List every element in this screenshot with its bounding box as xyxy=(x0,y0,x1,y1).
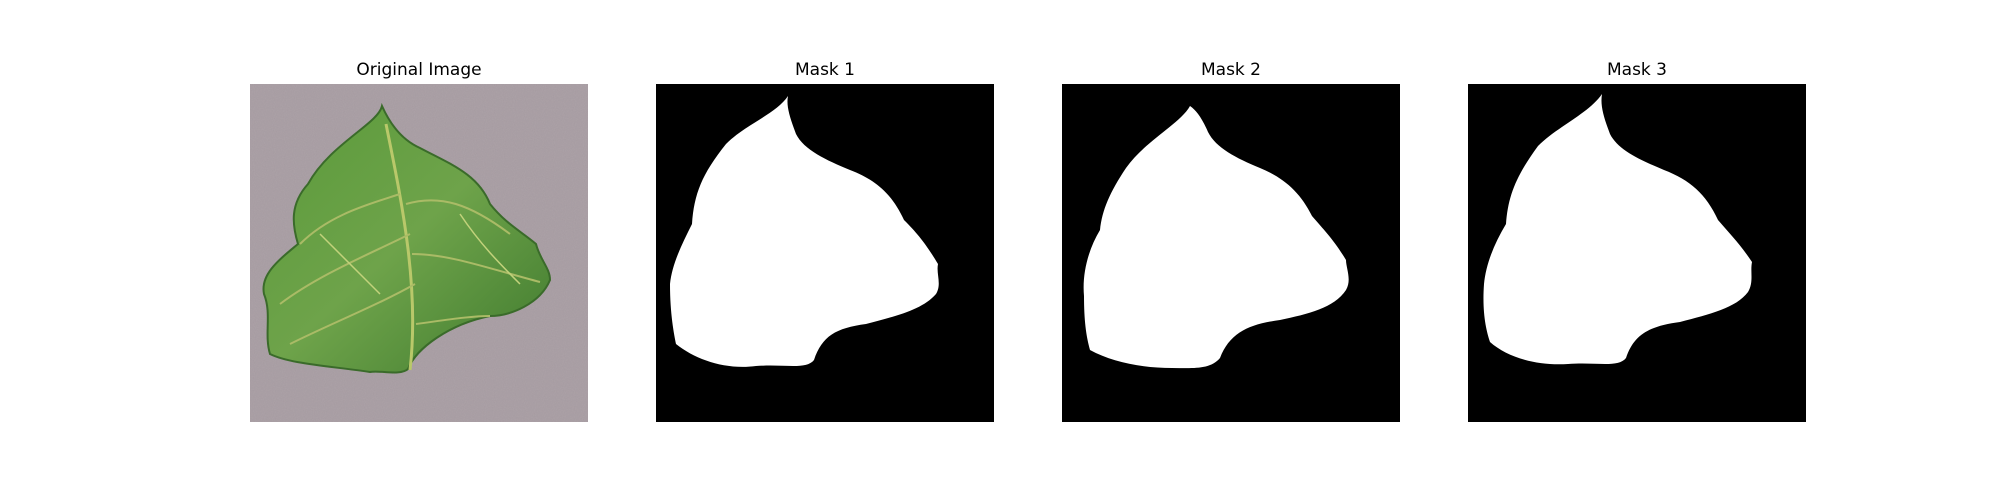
original-leaf-image xyxy=(250,84,588,422)
mask-3-title: Mask 3 xyxy=(1606,60,1667,80)
mask-2-panel: Mask 2 xyxy=(1062,58,1400,422)
mask-1-image xyxy=(656,84,994,422)
mask-2-image xyxy=(1062,84,1400,422)
mask-3-image xyxy=(1468,84,1806,422)
original-image-title: Original Image xyxy=(356,60,482,80)
mask-1-panel: Mask 1 xyxy=(656,58,994,422)
mask-2-title: Mask 2 xyxy=(1200,60,1261,80)
mask-1-title: Mask 1 xyxy=(794,60,855,80)
mask-3-panel: Mask 3 xyxy=(1468,58,1806,422)
original-image-panel: Original Image xyxy=(250,58,588,422)
